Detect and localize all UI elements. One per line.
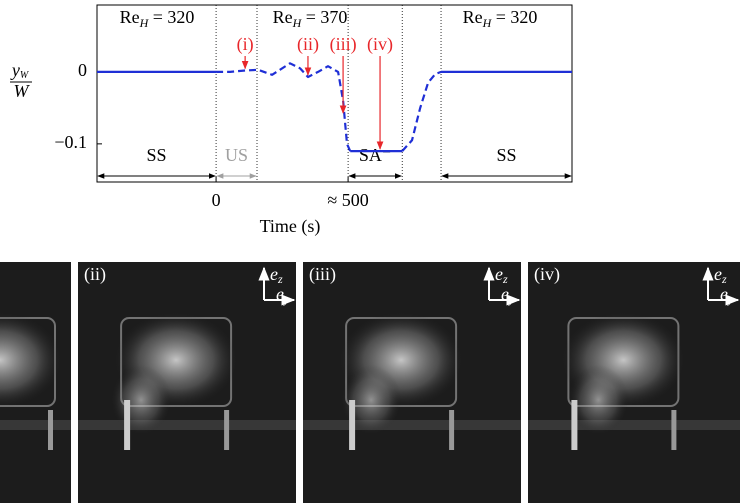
y-label-den: W [14, 81, 31, 101]
regime-sub: H [482, 16, 493, 30]
x-tick-label: 0 [212, 190, 221, 210]
panel-label: (iii) [309, 264, 336, 285]
e: e [714, 264, 722, 284]
e: e [276, 284, 284, 304]
e: e [501, 284, 509, 304]
line-series [97, 70, 572, 153]
regime-label: ReH = 370 [273, 7, 348, 30]
post [449, 410, 455, 450]
annotation-label: (ii) [297, 34, 319, 55]
annotation-label: (iii) [330, 34, 357, 55]
axis-up-label: ez [495, 264, 508, 286]
post [671, 410, 677, 450]
y-label-sub: W [20, 70, 30, 81]
sub: z [502, 272, 508, 286]
post [48, 410, 53, 450]
axis-right-label: ey [720, 284, 734, 306]
post [224, 410, 230, 450]
post [571, 400, 578, 450]
sub: z [277, 272, 283, 286]
photo [0, 262, 71, 503]
y-axis-label: yW [10, 60, 30, 81]
e: e [270, 264, 278, 284]
sub: z [721, 272, 727, 286]
span-label: SA⁻ [359, 145, 392, 165]
table-glow [303, 420, 521, 430]
smoke [568, 365, 629, 435]
post [349, 400, 356, 450]
sub: y [508, 292, 515, 306]
regime-rest: = 320 [148, 7, 194, 27]
regime-rest: = 320 [491, 7, 537, 27]
span-label: US [225, 145, 248, 165]
table-glow [78, 420, 296, 430]
smoke [111, 365, 172, 435]
annotation-label: (iv) [367, 34, 393, 55]
e: e [495, 264, 503, 284]
plot-frame [96, 4, 573, 183]
regime-label: ReH = 320 [120, 7, 195, 30]
x-tick-label: ≈ 500 [327, 190, 368, 210]
axis-right-label: ey [276, 284, 290, 306]
span-label: SS [497, 145, 517, 165]
y-label-num: y [10, 60, 20, 80]
regime-sub: H [292, 16, 303, 30]
panel-label: (ii) [84, 264, 106, 285]
smoke [341, 365, 402, 435]
line-series [216, 62, 442, 152]
sub: y [283, 292, 290, 306]
regime-sub: H [139, 16, 150, 30]
regime-main: Re [273, 7, 293, 27]
annotation-label: (i) [237, 34, 254, 55]
regime-label: ReH = 320 [463, 7, 538, 30]
regime-main: Re [120, 7, 140, 27]
y-tick-label: −0.1 [54, 132, 87, 152]
sub: y [727, 292, 734, 306]
smoke [0, 312, 62, 408]
span-label: SS [147, 145, 167, 165]
y-tick-label: 0 [78, 60, 87, 80]
axis-up-label: ez [714, 264, 727, 286]
table-glow [528, 420, 740, 430]
table-glow [0, 420, 71, 430]
axis-up-label: ez [270, 264, 283, 286]
regime-main: Re [463, 7, 483, 27]
regime-rest: = 370 [301, 7, 347, 27]
axis-right-label: ey [501, 284, 515, 306]
e: e [720, 284, 728, 304]
panel-label: (iv) [534, 264, 560, 285]
x-axis-label: Time (s) [260, 216, 321, 237]
post [124, 400, 131, 450]
